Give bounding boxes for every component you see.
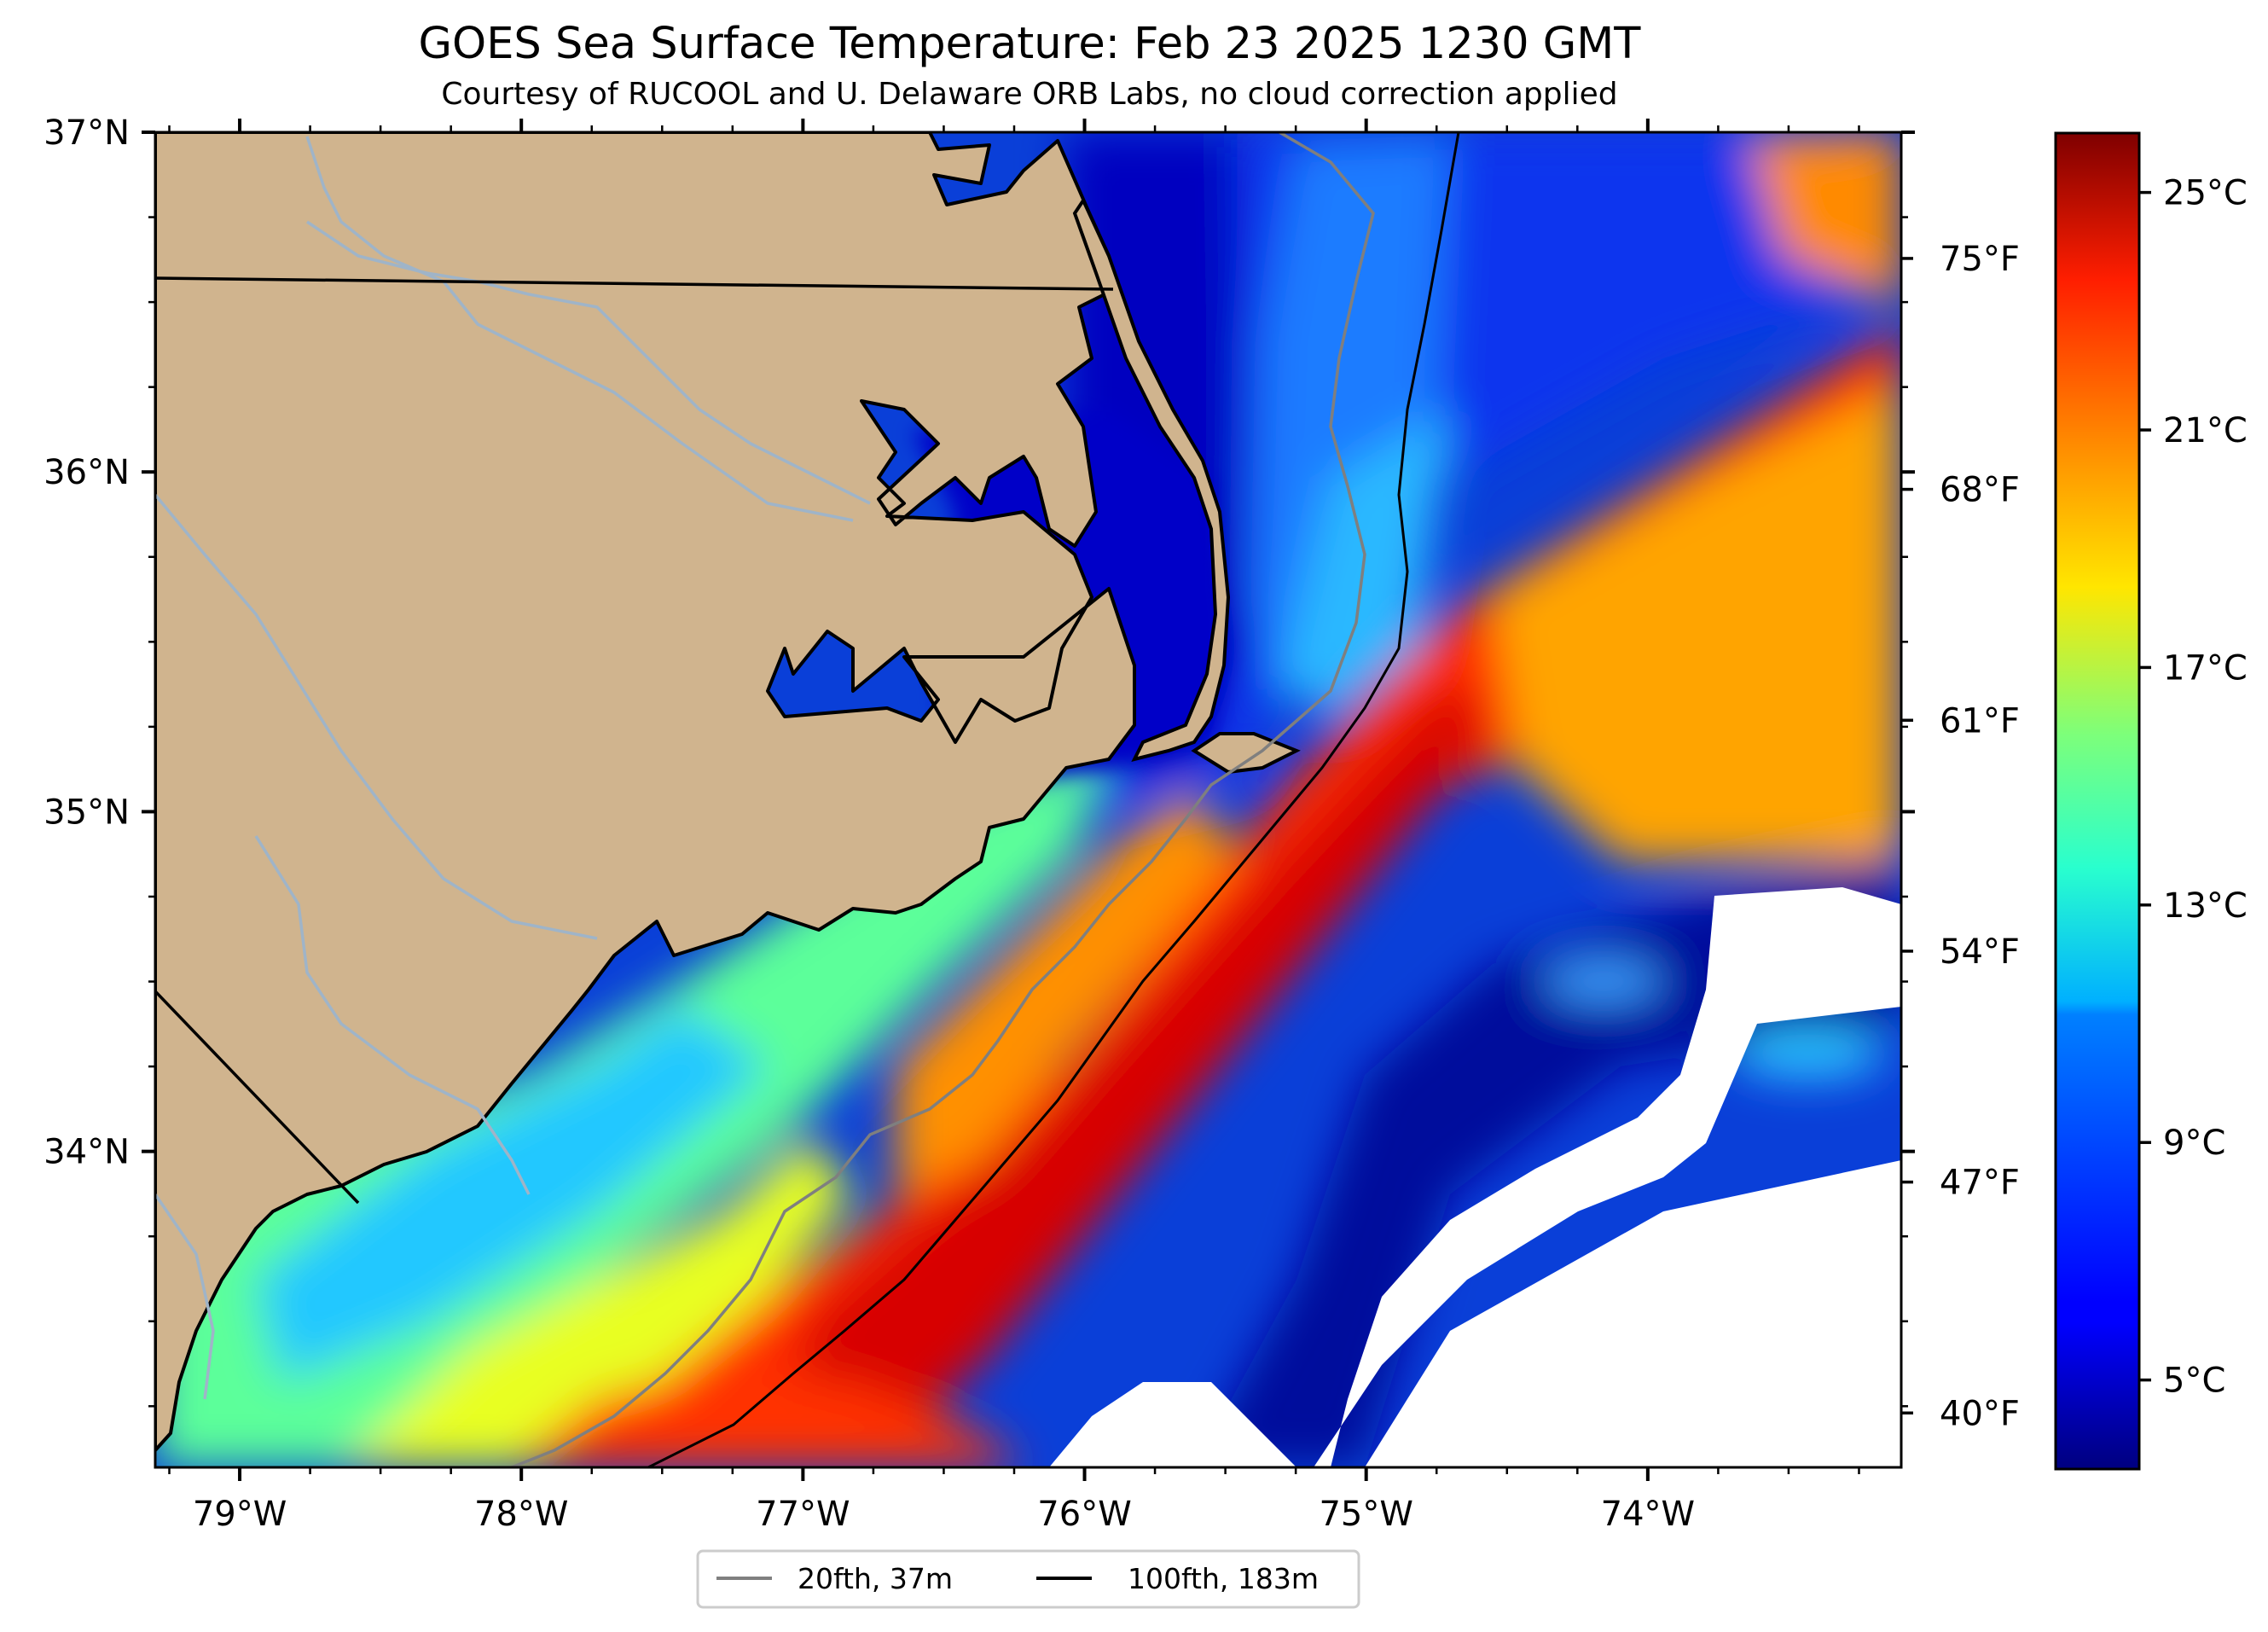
fahrenheit-label: 54°F — [1940, 932, 2020, 972]
isobath-100fth — [647, 132, 1460, 1467]
legend-label-100fth: 100fth, 183m — [1128, 1562, 1319, 1595]
shelf-orange — [896, 793, 1237, 1194]
colorbar-gradient — [2054, 131, 2141, 1471]
colorbar-label-c: 5°C — [2163, 1362, 2225, 1401]
sw-warm-patch — [512, 1365, 1024, 1467]
fahrenheit-label: 75°F — [1940, 240, 2020, 279]
cape-fear-river — [254, 835, 531, 1195]
gulf-stream-core — [768, 682, 1493, 1467]
map-frame — [154, 131, 1903, 1469]
nc-va-border — [155, 276, 1114, 291]
colorbar-fahrenheit-ticks: 75°F 68°F 61°F 54°F 47°F 40°F — [1901, 240, 2020, 1433]
fahrenheit-label: 40°F — [1940, 1394, 2020, 1433]
colorbar-label-c: 21°C — [2163, 411, 2248, 450]
land — [155, 132, 1136, 1452]
fahrenheit-label: 68°F — [1940, 471, 2020, 510]
longitude-axis: 79°W 78°W 77°W 76°W 75°W 74°W — [193, 119, 1695, 1534]
cloud-mask-south — [1049, 1382, 1296, 1467]
legend-box — [696, 1549, 1360, 1609]
north-carolina-land — [155, 132, 1136, 1452]
latitude-axis: 37°N 36°N 35°N 34°N — [44, 113, 1915, 1172]
roanoke-river — [306, 220, 871, 505]
legend: 20fth, 37m 100fth, 183m — [696, 1549, 1360, 1609]
nc-sc-border — [155, 990, 360, 1205]
figure-subtitle: Courtesy of RUCOOL and U. Delaware ORB L… — [441, 77, 1617, 112]
y-tick-label: 36°N — [44, 453, 130, 492]
colorbar-label-c: 9°C — [2163, 1124, 2225, 1163]
x-tick-label: 74°W — [1601, 1495, 1695, 1534]
x-tick-label: 75°W — [1319, 1495, 1412, 1534]
x-tick-label: 79°W — [193, 1495, 287, 1534]
colorbar-label-c: 17°C — [2163, 648, 2248, 688]
inner-shelf-cyan — [256, 1007, 768, 1382]
y-tick-label: 35°N — [44, 793, 130, 832]
x-tick-label: 76°W — [1037, 1495, 1131, 1534]
y-tick-label: 34°N — [44, 1133, 130, 1172]
cloud-mask-southeast-fill — [1365, 1160, 1901, 1467]
cloud-mask-southeast — [1314, 887, 1901, 1467]
no-data-regions — [1049, 887, 1901, 1467]
offshore-eddy — [1731, 1028, 1885, 1079]
offshore-eddy-2 — [1544, 960, 1663, 1002]
state-borders — [155, 276, 1114, 1205]
sst-field — [155, 132, 1901, 1467]
tar-river — [305, 136, 854, 522]
colorbar: 25°C 21°C 17°C 13°C 9°C 5°C 75°F 68°F 61°F 54°F 4… — [1901, 131, 2248, 1471]
rivers — [155, 136, 871, 1400]
legend-label-20fth: 20fth, 37m — [798, 1562, 953, 1595]
colorbar-label-c: 25°C — [2163, 174, 2248, 213]
x-tick-label: 77°W — [756, 1495, 850, 1534]
x-tick-label: 78°W — [474, 1495, 568, 1534]
minor-ticks — [148, 125, 1908, 1474]
fahrenheit-label: 47°F — [1940, 1164, 2020, 1203]
colorbar-celsius-ticks: 25°C 21°C 17°C 13°C 9°C 5°C — [2139, 174, 2248, 1401]
figure-title: GOES Sea Surface Temperature: Feb 23 202… — [419, 19, 1642, 69]
neuse-river — [155, 493, 598, 940]
y-tick-label: 37°N — [44, 113, 130, 153]
isobath-20fth — [511, 132, 1375, 1467]
colorbar-label-c: 13°C — [2163, 886, 2248, 926]
fahrenheit-label: 61°F — [1940, 701, 2020, 740]
inner-shelf-yellow — [341, 1135, 853, 1467]
far-offshore-warm — [1749, 132, 1901, 307]
pee-dee-river — [155, 1194, 215, 1400]
sargasso-warm-water — [1493, 384, 1901, 862]
map-panel — [155, 132, 1901, 1467]
